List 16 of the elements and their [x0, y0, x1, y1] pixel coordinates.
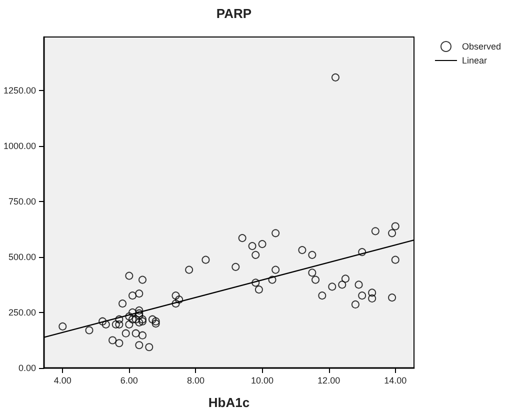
legend-label: Observed — [462, 42, 502, 52]
x-tick-label: 4.00 — [54, 376, 72, 386]
x-tick-label: 14.00 — [384, 376, 407, 386]
x-tick-label: 8.00 — [186, 376, 204, 386]
x-tick-label: 6.00 — [120, 376, 138, 386]
x-tick-label: 10.00 — [251, 376, 274, 386]
y-tick-label: 250.00 — [8, 307, 36, 318]
x-axis-title: HbA1c — [208, 395, 250, 410]
y-tick-label: 750.00 — [8, 196, 36, 206]
y-tick-label: 500.00 — [8, 252, 36, 262]
y-tick-label: 0.00 — [18, 363, 36, 373]
x-tick-label: 12.00 — [318, 376, 340, 386]
y-tick-label: 1000.00 — [3, 140, 36, 151]
legend-label: Linear — [462, 56, 488, 66]
chart-title: PARP — [216, 6, 252, 21]
y-tick-label: 1250.00 — [3, 85, 36, 96]
